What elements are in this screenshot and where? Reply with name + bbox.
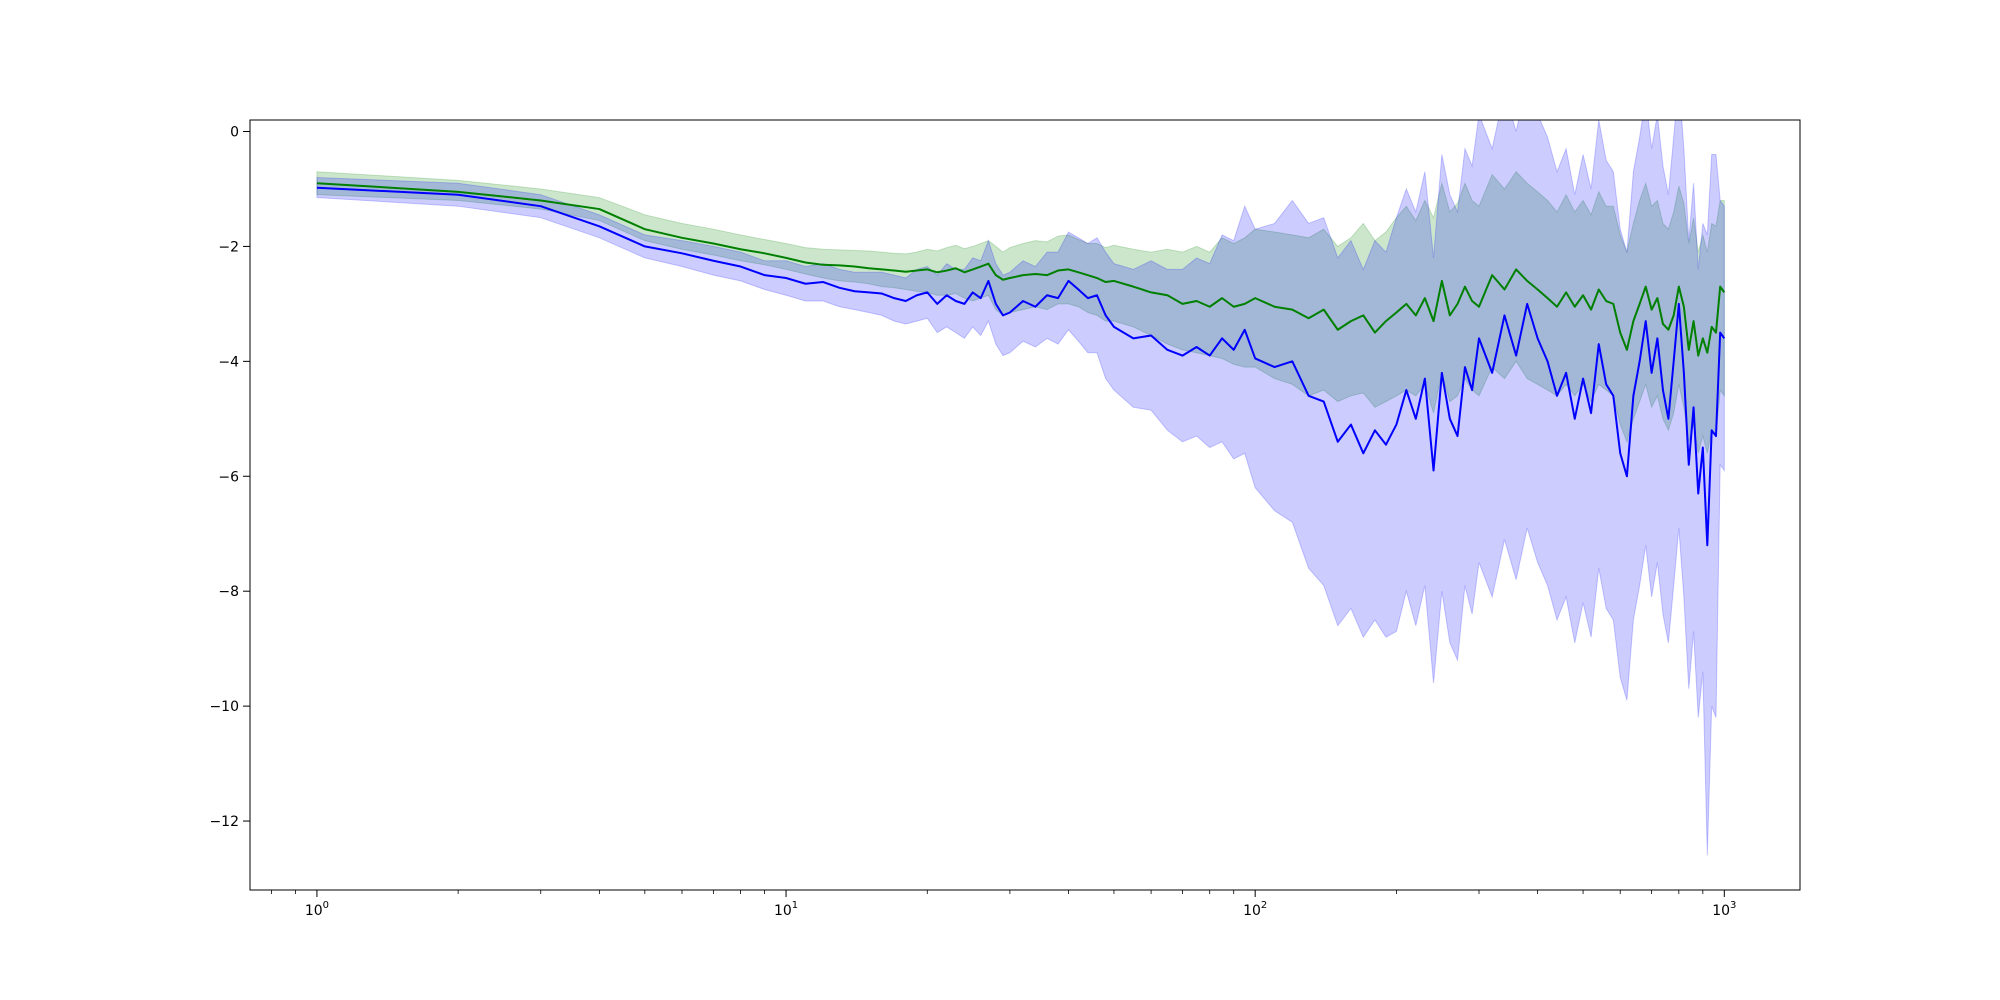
x-tick-label: 102 xyxy=(1243,900,1267,919)
series-0-confidence-band xyxy=(316,170,1725,454)
y-axis: 0 −2 −4 −6 −8 −10 −12 xyxy=(209,124,250,830)
x-tick-label: 100 xyxy=(305,900,329,919)
y-tick-label: −8 xyxy=(218,584,239,600)
plot-area xyxy=(316,120,1726,856)
x-tick-label: 103 xyxy=(1712,900,1736,919)
axes-frame xyxy=(249,119,1801,891)
y-tick-label: −2 xyxy=(218,239,239,255)
series-lines xyxy=(316,182,1726,547)
x-tick-label: 101 xyxy=(774,900,798,919)
y-tick-label: −4 xyxy=(218,354,239,370)
y-tick-label: 0 xyxy=(230,124,239,140)
x-axis: 100 101 102 103 xyxy=(271,890,1736,919)
y-tick-label: −6 xyxy=(218,469,239,485)
y-tick-label: −12 xyxy=(209,814,239,830)
series-0-line xyxy=(316,182,1726,357)
confidence-bands xyxy=(316,120,1725,856)
series-1-line xyxy=(316,186,1726,547)
series-1-confidence-band xyxy=(316,120,1725,856)
y-tick-label: −10 xyxy=(209,699,239,715)
